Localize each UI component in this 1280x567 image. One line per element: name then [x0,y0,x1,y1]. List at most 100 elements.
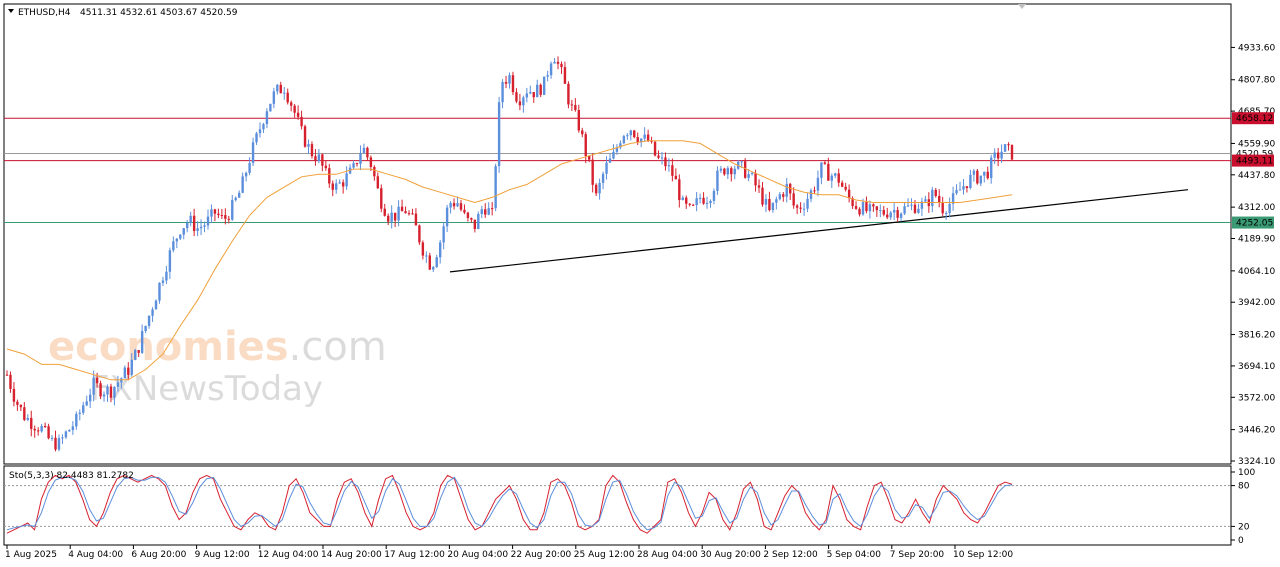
candle-body [99,383,102,397]
candle-body [730,168,733,175]
candle-body [120,378,123,383]
candle-body [979,175,983,184]
candle-body [664,157,667,167]
candle-body [695,198,698,206]
candle-body [906,205,910,207]
candle-body [542,76,546,95]
candle-body [809,190,813,199]
candle-body [279,84,282,94]
candle-body [899,213,903,218]
candle-body [435,257,438,268]
candle-body [948,203,951,214]
ohlc-label: 4511.31 4532.61 4503.67 4520.59 [80,8,238,18]
candle-body [293,105,296,113]
stoch-axis: 100 80 20 0 [1231,468,1255,546]
candle-body [314,156,317,162]
candle-body [307,144,310,147]
candle-body [303,126,307,147]
candle-body [82,405,85,413]
candle-body [1007,144,1010,146]
candle-body [903,206,906,214]
candle-body [951,193,955,204]
candle-body [792,193,795,206]
level-tag-label: 4658.12 [1236,114,1273,124]
candle-body [685,197,688,204]
candle-body [147,315,151,326]
candle-body [920,201,924,209]
candle-body [1010,144,1014,160]
candle-body [234,197,237,201]
candle-body [144,325,147,332]
price-tick-label: 4437.80 [1238,171,1275,181]
candle-body [383,208,386,216]
candle-body [328,168,331,184]
candle-body [61,437,64,439]
candle-body [497,102,501,167]
candle-body [19,404,23,408]
candle-body [400,206,404,212]
candle-body [341,182,345,187]
candle-body [40,425,43,432]
candle-body [969,174,972,189]
candle-body [650,140,653,142]
candle-body [414,213,418,226]
candle-body [976,170,979,184]
candle-body [151,309,154,316]
candle-body [511,75,515,93]
shift-marker-icon[interactable] [1018,4,1026,9]
candle-body [459,203,463,210]
candle-body [154,300,158,310]
candle-body [532,92,535,98]
candle-body [574,104,577,110]
candle-body [428,255,431,270]
candle-body [217,213,220,216]
stoch-signal-line [6,476,1013,531]
menu-triangle-icon[interactable] [8,9,14,13]
candle-body [802,208,806,210]
candle-body [504,82,508,84]
price-tick-label: 4685.70 [1238,107,1275,117]
candle-body [546,75,549,77]
candle-body [639,138,643,143]
level-tag-label: 4493.11 [1236,157,1273,167]
candle-body [387,215,390,222]
candle-body [172,241,175,251]
candle-body [584,134,587,157]
candle-body [955,190,958,194]
candle-body [840,182,844,187]
candle-body [560,63,563,68]
price-tick-label: 3694.10 [1238,362,1275,372]
candle-body [851,198,854,207]
candle-body [438,242,442,258]
candle-body [553,61,556,64]
candle-body [376,176,380,189]
candle-body [723,168,726,175]
candle-body [369,157,373,167]
candle-body [771,202,775,211]
level-tag-label: 4252.05 [1236,219,1273,229]
candle-body [237,192,241,198]
candle-body [868,204,872,212]
candle-body [643,134,646,139]
candle-body [958,189,962,191]
candle-body [432,267,435,270]
candle-body [931,189,934,207]
candle-body [820,162,823,178]
moving-average-line [6,140,1013,381]
candle-body [490,208,494,210]
candle-body [691,204,695,206]
candle-body [248,162,251,173]
time-tick-label: 17 Aug 12:00 [384,550,445,560]
candle-body [210,209,213,217]
time-tick-label: 4 Aug 04:00 [68,550,123,560]
symbol-label: ETHUSD,H4 [18,8,71,18]
candle-body [764,198,768,205]
candle-body [775,199,778,203]
price-tick-label: 3942.00 [1238,298,1275,308]
candle-body [594,184,598,194]
price-tick-label: 3324.10 [1238,457,1275,467]
candle-body [85,401,88,406]
candle-body [674,175,678,180]
